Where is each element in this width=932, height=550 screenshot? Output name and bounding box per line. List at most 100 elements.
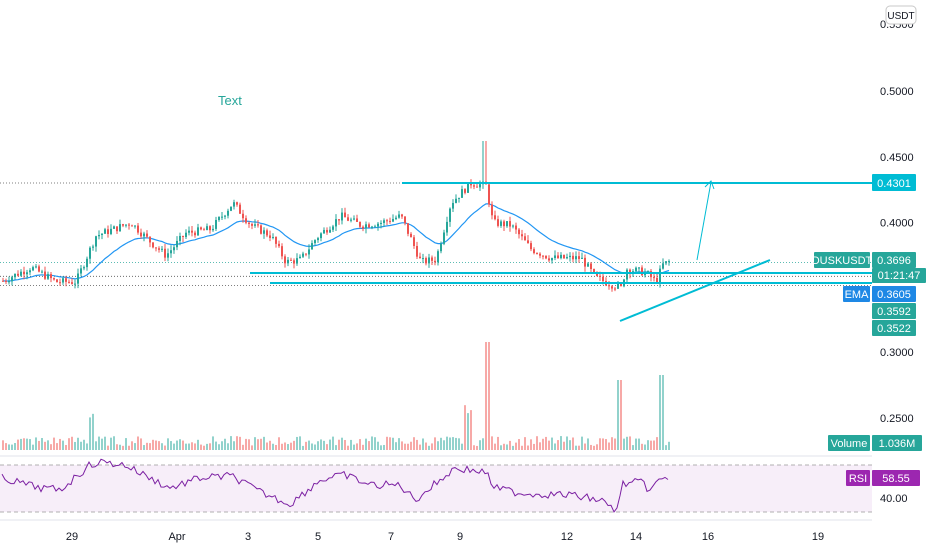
volume-bar bbox=[149, 443, 151, 450]
volume-bar bbox=[359, 439, 361, 450]
ema-tag: EMA bbox=[845, 289, 870, 301]
candle-body bbox=[392, 218, 394, 222]
volume-bar bbox=[137, 436, 139, 450]
candle-body bbox=[29, 270, 31, 273]
grid bbox=[0, 182, 872, 286]
volume-bar bbox=[557, 440, 559, 450]
volume-bar bbox=[530, 439, 532, 450]
candle-body bbox=[155, 247, 157, 249]
candle-body bbox=[350, 219, 352, 221]
drawings[interactable]: Text bbox=[218, 93, 872, 322]
candle-body bbox=[548, 258, 550, 261]
volume-bar bbox=[515, 442, 517, 450]
candle-body bbox=[584, 257, 586, 267]
candle-body bbox=[410, 233, 412, 238]
volume-bar bbox=[251, 445, 253, 450]
candle-body bbox=[203, 229, 205, 231]
volume-bar bbox=[110, 437, 112, 450]
volume-bar bbox=[44, 441, 46, 450]
volume-bar bbox=[383, 444, 385, 450]
candle-body bbox=[50, 274, 52, 279]
volume-bar bbox=[395, 442, 397, 450]
volume-bar bbox=[629, 436, 631, 450]
candle-body bbox=[425, 258, 427, 264]
volume-bar bbox=[152, 439, 154, 450]
candle-body bbox=[437, 251, 439, 263]
volume-bar bbox=[14, 443, 16, 450]
candle-body bbox=[341, 212, 343, 221]
symbol-label: DUSKUSDT bbox=[812, 255, 873, 267]
volume-bar bbox=[488, 342, 490, 450]
candle-body bbox=[146, 233, 148, 237]
volume-bar bbox=[308, 440, 310, 450]
candle-body bbox=[236, 202, 238, 205]
level-price-label: 0.4301 bbox=[877, 178, 911, 190]
candle-body bbox=[218, 217, 220, 220]
candle-body bbox=[509, 221, 511, 227]
candle-body bbox=[629, 269, 631, 274]
volume-bar bbox=[50, 444, 52, 450]
candle-body bbox=[449, 208, 451, 222]
target-arrow-head bbox=[704, 180, 715, 190]
volume-bar bbox=[443, 440, 445, 450]
volume-bar bbox=[131, 441, 133, 450]
volume-bar bbox=[80, 441, 82, 450]
volume-bar bbox=[89, 417, 91, 450]
price-tick-label: 0.4500 bbox=[880, 152, 914, 164]
volume-bar bbox=[608, 442, 610, 450]
candle-body bbox=[653, 277, 655, 279]
volume-bar bbox=[596, 444, 598, 450]
volume-bar bbox=[236, 436, 238, 450]
candle-body bbox=[170, 250, 172, 254]
volume-bar bbox=[626, 436, 628, 450]
volume-bar bbox=[554, 443, 556, 450]
candle-body bbox=[110, 228, 112, 234]
volume-bar bbox=[245, 438, 247, 450]
volume-bar bbox=[167, 438, 169, 450]
target-arrow bbox=[696, 181, 712, 261]
volume-bar bbox=[104, 436, 106, 450]
rsi-line bbox=[1, 458, 669, 513]
volume-bar bbox=[407, 443, 409, 450]
candle-body bbox=[89, 247, 91, 259]
candle-body bbox=[515, 225, 517, 230]
candle-body bbox=[440, 243, 442, 252]
candle-body bbox=[167, 253, 169, 258]
candle-body bbox=[326, 229, 328, 233]
candle-body bbox=[338, 219, 340, 221]
candle-body bbox=[635, 267, 637, 272]
volume-bar bbox=[317, 441, 319, 450]
last-price-label: 0.3696 bbox=[877, 255, 911, 267]
volume-bar bbox=[479, 440, 481, 450]
candle-body bbox=[239, 204, 241, 214]
rsi-value-label-bg bbox=[872, 470, 920, 486]
time-tick-label: 7 bbox=[388, 531, 394, 543]
volume-bar bbox=[158, 441, 160, 450]
volume-bar bbox=[410, 441, 412, 450]
volume-bar bbox=[212, 436, 214, 450]
volume-bar bbox=[659, 375, 661, 450]
candle-body bbox=[71, 282, 73, 284]
volume-bar bbox=[122, 445, 124, 450]
volume-bar bbox=[29, 439, 31, 450]
volume-bar bbox=[62, 440, 64, 450]
volume-bar bbox=[185, 443, 187, 450]
rsi-tag-bg bbox=[846, 470, 870, 486]
candle-body bbox=[305, 253, 307, 255]
volume-bar bbox=[464, 405, 466, 450]
candle-body bbox=[248, 222, 250, 224]
volume-bar bbox=[326, 444, 328, 450]
candle-body bbox=[371, 226, 373, 228]
volume-bar bbox=[320, 439, 322, 450]
volume-bar bbox=[398, 438, 400, 450]
volume-bar bbox=[380, 445, 382, 450]
candle-body bbox=[173, 247, 175, 251]
volume-bar bbox=[272, 443, 274, 450]
candle-body bbox=[83, 267, 85, 269]
volume-bar bbox=[560, 436, 562, 450]
time-tick-label: 12 bbox=[561, 531, 573, 543]
volume-bar bbox=[248, 439, 250, 450]
candle-body bbox=[245, 218, 247, 223]
candle-body bbox=[494, 215, 496, 220]
